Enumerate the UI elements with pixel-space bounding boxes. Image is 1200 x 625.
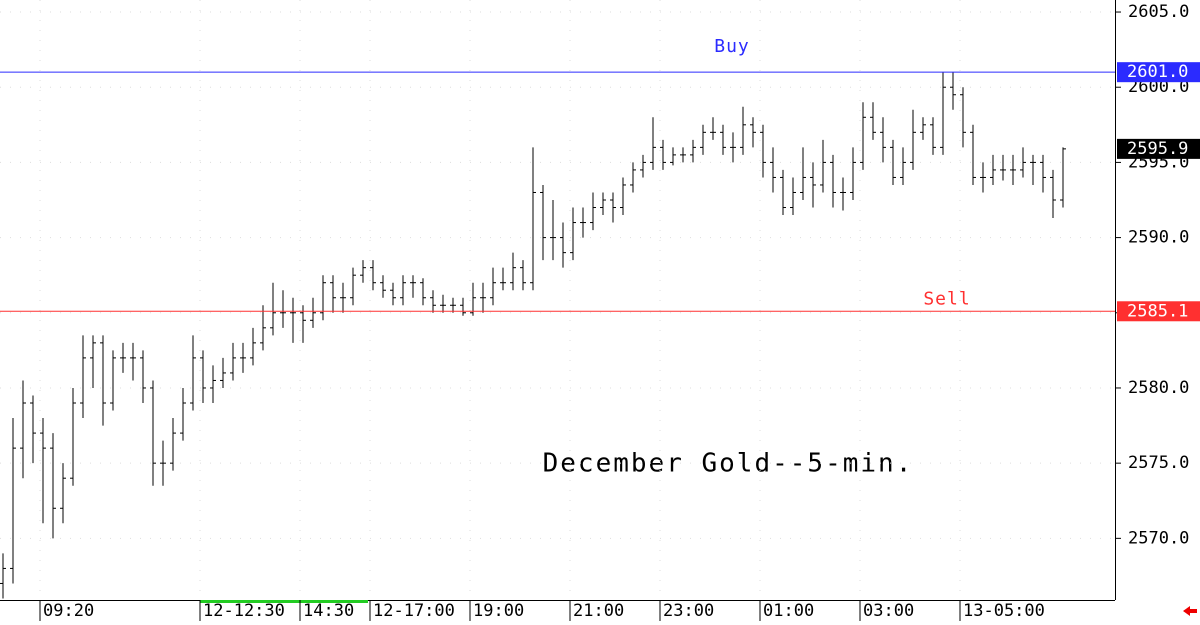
level-label: 2585.1	[1127, 301, 1188, 321]
x-tick-label: 14:30	[303, 601, 354, 621]
chart-title: December Gold--5-min.	[543, 449, 914, 479]
x-tick-label: 23:00	[663, 601, 714, 621]
x-tick-label: 03:00	[863, 601, 914, 621]
x-tick-label: 13-05:00	[963, 601, 1045, 621]
level-name: Sell	[923, 288, 970, 309]
scroll-arrow[interactable]	[1183, 606, 1197, 616]
level-box	[1117, 301, 1200, 322]
level-name: Buy	[714, 36, 750, 57]
last-price-label: 2595.9	[1127, 139, 1188, 159]
last-price-box	[1117, 138, 1200, 159]
x-tick-label: 12-17:00	[373, 601, 455, 621]
level-box	[1117, 62, 1200, 83]
level-label: 2601.0	[1127, 62, 1188, 82]
x-tick-label: 09:20	[43, 601, 94, 621]
y-tick-label: 2575.0	[1128, 453, 1189, 473]
y-tick-label: 2600.0	[1128, 77, 1189, 97]
x-tick-label: 01:00	[763, 601, 814, 621]
y-tick-label: 2605.0	[1128, 2, 1189, 22]
y-tick-label: 2590.0	[1128, 228, 1189, 248]
x-tick-label: 12-12:30	[203, 601, 285, 621]
y-tick-label: 2570.0	[1128, 528, 1189, 548]
y-tick-label: 2580.0	[1128, 378, 1189, 398]
x-tick-label: 21:00	[573, 601, 624, 621]
x-tick-label: 19:00	[473, 601, 524, 621]
